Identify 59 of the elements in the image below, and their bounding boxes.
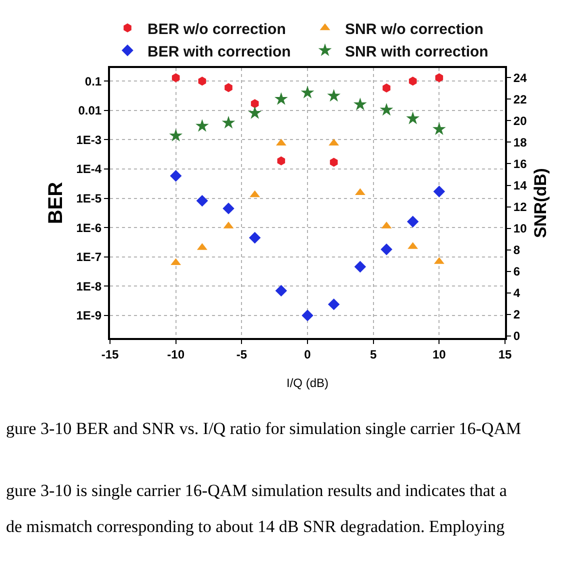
point — [224, 83, 232, 92]
point — [302, 310, 314, 322]
y2-tick-label: 14 — [513, 178, 528, 192]
point — [328, 298, 340, 310]
x-tick-label: -15 — [101, 347, 119, 362]
y-tick-label: 1E-4 — [76, 162, 102, 176]
x-axis-title: I/Q (dB) — [286, 376, 329, 390]
point — [250, 99, 259, 108]
x-tick-label: 5 — [370, 347, 377, 362]
y2-tick-label: 24 — [513, 70, 528, 85]
y2-tick-label: 22 — [513, 92, 528, 106]
y2-tick-label: 12 — [513, 200, 528, 214]
point — [406, 216, 419, 228]
x-tick-label: 10 — [432, 347, 446, 362]
point — [275, 284, 288, 297]
y2-tick-label: 16 — [513, 156, 528, 171]
point — [172, 73, 180, 82]
point — [248, 232, 261, 244]
y-axis-title: BER — [45, 181, 68, 224]
x-tick-label: -5 — [236, 347, 248, 362]
text: de mismatch corresponding to about 14 dB SNR degradation. Employing — [6, 517, 506, 536]
legend-label: BER w/o correction — [148, 20, 286, 38]
y-tick-label: 0.1 — [84, 74, 102, 88]
y2-tick-label: 18 — [513, 135, 528, 150]
y2-tick-label: 10 — [513, 221, 528, 236]
y-tick-label: 1E-3 — [76, 132, 102, 147]
y-tick-label: 1E-9 — [76, 308, 102, 323]
y2-tick-label: 0 — [513, 329, 520, 344]
point — [330, 158, 338, 167]
point — [354, 260, 366, 273]
y2-tick-label: 8 — [513, 242, 520, 257]
point — [170, 170, 182, 182]
point — [198, 76, 206, 86]
y2-tick-label: 4 — [513, 286, 520, 300]
y2-tick-label: 2 — [513, 308, 520, 322]
x-tick-label: -10 — [167, 347, 185, 362]
x-tick-label: 15 — [498, 347, 512, 362]
text: gure 3-10 BER and SNR vs. I/Q ratio for simulation single carrier 16-QAM — [6, 419, 522, 438]
legend-label: SNR w/o correction — [345, 20, 484, 38]
x-tick-label: 0 — [304, 347, 312, 362]
y2-tick-label: 20 — [513, 114, 528, 128]
y-tick-label: 1E-7 — [76, 250, 102, 264]
point — [380, 244, 392, 256]
point — [277, 156, 286, 166]
legend-label: BER with correction — [148, 43, 291, 60]
point — [435, 73, 444, 82]
y-tick-label: 0.01 — [78, 104, 102, 118]
y-tick-label: 1E-8 — [76, 279, 102, 294]
text: gure 3-10 is single carrier 16-QAM simulation results and indicates that a — [6, 481, 508, 500]
y-tick-label: 1E-5 — [76, 191, 102, 206]
point — [433, 186, 446, 198]
legend-label: SNR with correction — [345, 43, 488, 60]
point — [382, 84, 390, 93]
point — [408, 76, 417, 86]
y2-tick-label: 6 — [513, 264, 520, 279]
y-tick-label: 1E-6 — [76, 220, 102, 235]
point — [222, 202, 234, 214]
point — [196, 194, 208, 207]
y2-axis-title: SNR(dB) — [530, 168, 550, 238]
